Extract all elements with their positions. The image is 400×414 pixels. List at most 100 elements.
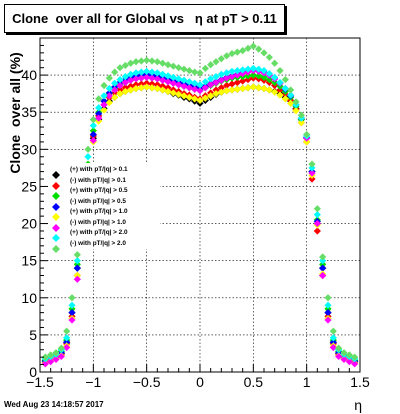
data-point	[244, 65, 252, 73]
data-point	[324, 309, 332, 317]
data-point	[228, 67, 236, 75]
data-point	[95, 104, 103, 112]
data-point	[143, 79, 151, 87]
data-point	[100, 106, 108, 114]
data-point	[324, 316, 332, 324]
data-point	[233, 78, 241, 87]
data-point	[313, 219, 321, 228]
data-point	[255, 84, 263, 92]
data-point	[351, 353, 359, 361]
data-point	[159, 76, 167, 84]
y-axis-label: Clone over all (%)	[7, 52, 23, 174]
data-point	[265, 70, 273, 78]
data-point	[132, 69, 140, 77]
data-point	[223, 81, 231, 90]
data-point	[260, 67, 268, 75]
data-point	[143, 73, 151, 81]
data-point	[68, 309, 76, 317]
data-point	[185, 67, 193, 75]
data-point	[73, 257, 81, 265]
data-point	[228, 80, 236, 88]
data-point	[169, 62, 177, 70]
data-point	[281, 75, 289, 84]
data-point	[121, 87, 129, 96]
data-point	[137, 68, 145, 76]
data-point	[57, 344, 65, 352]
data-point	[207, 75, 215, 83]
data-point	[95, 95, 103, 103]
data-point	[345, 351, 353, 359]
data-point	[191, 95, 199, 103]
data-point	[276, 78, 284, 87]
data-point	[233, 85, 241, 93]
y-tick-label: 15	[21, 253, 37, 269]
data-point	[89, 121, 97, 130]
data-point	[137, 84, 145, 92]
data-point	[185, 93, 193, 101]
legend-entry: (-) with pT/|q| > 1.0	[48, 218, 160, 232]
data-point	[185, 84, 193, 92]
legend-entry: (-) with pT/|q| > 0.5	[48, 197, 160, 211]
data-point	[207, 92, 215, 100]
data-point	[255, 72, 263, 80]
data-point	[148, 74, 156, 82]
y-tick-label: 0	[29, 364, 37, 380]
data-point	[228, 86, 236, 94]
data-point	[73, 264, 81, 272]
data-point	[244, 75, 252, 84]
data-point	[57, 352, 65, 361]
legend-label: (+) with pT/|q| > 2.0	[70, 229, 128, 236]
y-tick-label: 25	[21, 178, 37, 194]
data-point	[217, 70, 225, 78]
data-point	[132, 81, 140, 89]
data-point	[153, 58, 161, 66]
data-point	[175, 90, 183, 99]
data-point	[84, 153, 92, 161]
legend-marker	[52, 219, 60, 232]
legend-marker	[52, 208, 60, 221]
data-point	[207, 61, 215, 69]
data-point	[175, 64, 183, 72]
data-point	[116, 64, 124, 72]
data-point	[100, 101, 108, 109]
data-point	[265, 75, 273, 84]
legend-entry: (-) with pT/|q| > 2.0	[48, 239, 160, 253]
data-point	[121, 72, 129, 81]
data-point	[63, 334, 71, 342]
data-point	[249, 64, 257, 73]
data-point	[63, 327, 71, 335]
y-tick-label: 40	[21, 67, 37, 83]
data-point	[265, 53, 273, 61]
data-point	[201, 64, 209, 73]
data-point	[159, 59, 167, 67]
data-point	[324, 301, 332, 309]
data-point	[132, 75, 140, 83]
data-point	[260, 73, 268, 81]
data-point	[127, 70, 135, 78]
data-point	[111, 93, 119, 101]
data-point	[95, 110, 103, 118]
data-point	[287, 99, 295, 107]
data-point	[105, 98, 113, 107]
data-point	[335, 344, 343, 352]
y-tick-label: 10	[21, 290, 37, 306]
data-point	[185, 78, 193, 86]
data-point	[132, 58, 140, 66]
data-point	[164, 72, 172, 80]
y-tick-label: 30	[21, 141, 37, 157]
data-point	[308, 164, 316, 172]
data-point	[100, 97, 108, 105]
data-point	[212, 86, 220, 94]
data-point	[153, 69, 161, 77]
legend-label: (-) with pT/|q| > 0.1	[70, 176, 126, 184]
data-point	[89, 127, 97, 135]
data-point	[271, 59, 279, 67]
data-point	[233, 48, 241, 56]
data-point	[121, 61, 129, 70]
data-point	[116, 81, 124, 90]
data-point	[153, 84, 161, 93]
data-point	[319, 271, 327, 280]
legend-entry: (+) with pT/|q| > 1.0	[48, 207, 160, 221]
data-point	[335, 352, 343, 361]
data-point	[164, 84, 172, 92]
